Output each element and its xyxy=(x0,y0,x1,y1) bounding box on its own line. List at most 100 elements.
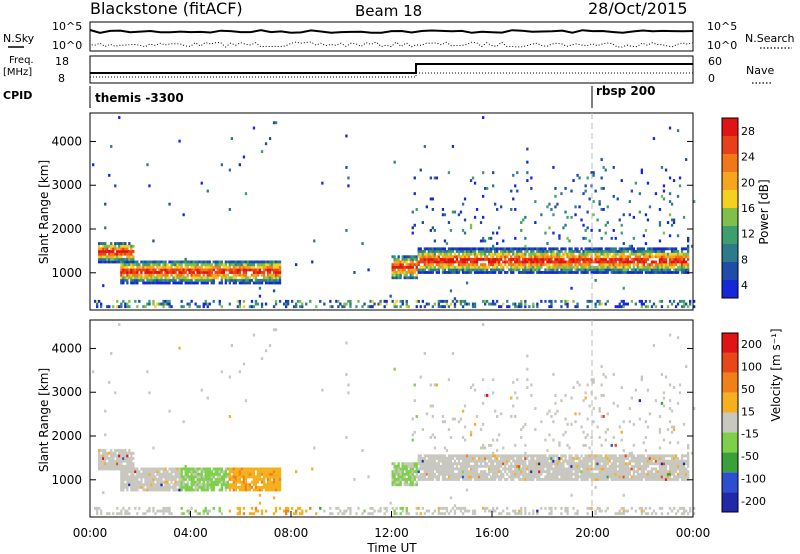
power-cell xyxy=(244,278,248,282)
power-cell xyxy=(640,299,643,303)
power-cell xyxy=(200,271,203,274)
power-cell xyxy=(506,299,509,303)
velocity-cell xyxy=(266,480,270,484)
velocity-cell xyxy=(594,509,597,513)
power-cell xyxy=(301,305,304,309)
power-cell xyxy=(610,271,613,274)
power-cell xyxy=(624,260,627,264)
power-cell xyxy=(471,268,475,272)
power-cell xyxy=(276,276,280,280)
velocity-cell xyxy=(506,478,509,481)
power-cell xyxy=(658,257,662,261)
power-cell xyxy=(486,265,489,269)
power-cell xyxy=(222,271,225,274)
velocity-cell xyxy=(395,467,398,471)
power-cell xyxy=(471,257,475,261)
velocity-cell xyxy=(582,443,585,447)
velocity-cell xyxy=(268,485,272,489)
velocity-cell xyxy=(504,457,507,460)
power-cell xyxy=(680,247,684,251)
power-cell xyxy=(184,263,187,267)
power-cell xyxy=(638,268,641,272)
velocity-cell xyxy=(188,478,191,481)
power-cell xyxy=(532,257,535,261)
power-cell xyxy=(98,252,101,256)
power-cell xyxy=(343,302,346,306)
velocity-cell xyxy=(264,483,268,487)
power-cell xyxy=(644,305,648,309)
power-cell xyxy=(218,299,221,303)
velocity-cell xyxy=(124,478,127,481)
power-cell xyxy=(606,255,609,259)
velocity-cell xyxy=(540,478,543,481)
power-cell xyxy=(578,176,581,180)
velocity-cell xyxy=(502,475,505,479)
power-cell xyxy=(186,278,189,282)
power-cell xyxy=(210,281,213,285)
power-cell xyxy=(676,260,680,264)
power-cell xyxy=(461,247,465,251)
power-cell xyxy=(459,299,463,303)
power-cell xyxy=(642,252,645,256)
power-cell xyxy=(584,252,587,256)
power-cell xyxy=(602,263,605,267)
velocity-cell xyxy=(204,475,207,479)
velocity-cell xyxy=(178,478,181,481)
velocity-cell xyxy=(538,457,541,460)
power-cell xyxy=(122,281,125,285)
velocity-cell xyxy=(514,415,517,418)
power-cell xyxy=(582,255,585,259)
velocity-cell xyxy=(564,478,567,481)
velocity-cell xyxy=(339,509,342,513)
velocity-cell xyxy=(556,457,559,460)
power-cell xyxy=(208,302,211,306)
power-cell xyxy=(672,265,676,269)
power-cell xyxy=(654,268,658,272)
velocity-cell xyxy=(112,464,115,468)
power-cell xyxy=(272,263,276,267)
velocity-cell xyxy=(114,462,117,466)
velocity-cell xyxy=(512,459,515,463)
power-cell xyxy=(518,268,521,272)
velocity-cell xyxy=(178,346,181,350)
power-cell xyxy=(600,252,603,256)
power-colorbar-tick: 16 xyxy=(741,202,755,215)
power-cell xyxy=(536,247,539,251)
velocity-cell xyxy=(118,451,121,455)
velocity-cell xyxy=(526,367,529,371)
velocity-cell xyxy=(154,467,157,471)
velocity-cell xyxy=(496,464,499,468)
power-cell xyxy=(238,163,241,167)
velocity-cell xyxy=(196,472,199,476)
power-cell xyxy=(612,229,615,232)
velocity-cell xyxy=(578,464,581,468)
power-colorbar-swatch xyxy=(722,262,738,280)
velocity-cell xyxy=(632,478,635,481)
power-cell xyxy=(150,268,153,272)
velocity-cell xyxy=(120,451,123,455)
power-cell xyxy=(512,263,515,267)
power-cell xyxy=(687,239,690,243)
velocity-cell xyxy=(140,472,143,476)
power-cell xyxy=(471,302,475,306)
power-cell xyxy=(624,263,627,267)
power-cell xyxy=(228,281,231,285)
power-cell xyxy=(580,265,583,269)
velocity-cell xyxy=(534,407,537,410)
velocity-cell xyxy=(411,438,414,442)
velocity-cell xyxy=(186,485,189,489)
velocity-cell xyxy=(166,480,169,484)
velocity-cell xyxy=(210,478,213,481)
velocity-cell xyxy=(132,472,135,476)
power-cell xyxy=(411,226,414,230)
velocity-cell xyxy=(222,475,225,479)
power-cell xyxy=(188,278,191,282)
velocity-cell xyxy=(538,467,541,471)
velocity-cell xyxy=(423,454,426,458)
power-cell xyxy=(600,271,603,274)
power-cell xyxy=(638,252,641,256)
power-cell xyxy=(262,263,266,267)
velocity-cell xyxy=(122,488,125,492)
power-cell xyxy=(604,231,607,235)
power-cell xyxy=(142,281,145,285)
